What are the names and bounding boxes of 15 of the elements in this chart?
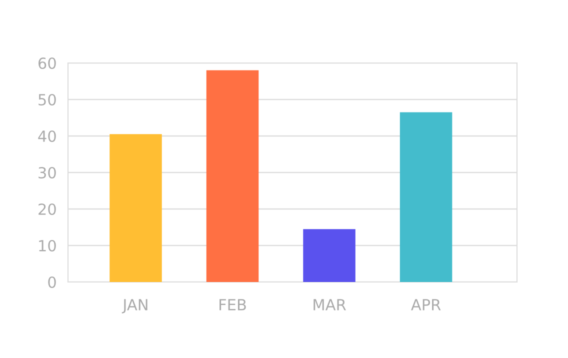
x-tick-label: FEB xyxy=(220,299,246,310)
bar xyxy=(110,134,162,282)
y-tick-label: 20 xyxy=(38,203,56,216)
x-tick-label: APR xyxy=(411,299,441,310)
y-tick-label: 30 xyxy=(38,166,56,179)
bar xyxy=(400,112,452,282)
bar xyxy=(303,229,356,282)
bar xyxy=(206,70,259,282)
y-tick-label: 50 xyxy=(38,94,56,106)
y-tick-label: 40 xyxy=(38,130,56,142)
y-tick-label: 0 xyxy=(48,276,56,288)
y-tick-label: 10 xyxy=(39,240,56,252)
x-tick-label: JAN xyxy=(122,299,148,314)
x-tick-label: MAR xyxy=(314,299,346,310)
y-tick-label: 60 xyxy=(38,57,56,70)
